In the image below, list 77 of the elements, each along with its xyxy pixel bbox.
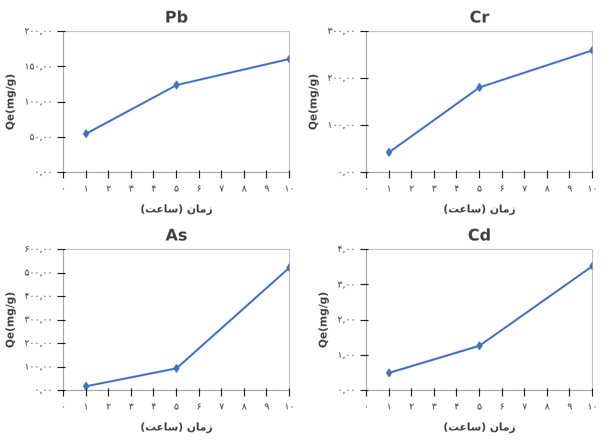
y-tick-label: ۱۰۰,۰۰ bbox=[24, 96, 53, 108]
x-tick-label: ۹ bbox=[264, 184, 270, 194]
y-tick-label: ۲۰۰,۰۰ bbox=[24, 338, 53, 349]
x-tick-label: ۰ bbox=[60, 184, 66, 194]
y-tick-label: ۵۰,۰۰ bbox=[29, 132, 53, 143]
x-tick-label: ۴ bbox=[151, 184, 156, 194]
x-tick-label: ۹ bbox=[567, 184, 572, 194]
chart-title: Cr bbox=[470, 8, 490, 26]
y-tick-label: ۰,۰۰ bbox=[338, 385, 356, 396]
y-axis-title: Qe(mg/g) bbox=[3, 292, 16, 348]
y-tick-label: ۰,۰۰ bbox=[338, 167, 356, 178]
x-tick-label: ۷ bbox=[522, 402, 528, 412]
y-tick-label: ۱۰۰,۰۰ bbox=[327, 120, 356, 131]
x-tick-label: ۳ bbox=[128, 184, 134, 194]
y-tick-label: ۳۰۰,۰۰ bbox=[24, 314, 53, 326]
chart-title: As bbox=[166, 226, 188, 244]
x-tick-label: ۸ bbox=[544, 184, 550, 194]
x-tick-label: ۷ bbox=[522, 184, 528, 194]
y-tick-label: ۴۰۰,۰۰ bbox=[24, 291, 53, 302]
x-tick-label: ۱۰ bbox=[587, 184, 598, 194]
x-tick-label: ۸ bbox=[242, 402, 247, 412]
x-tick-label: ۱۰ bbox=[284, 402, 295, 412]
x-tick-label: ۷ bbox=[219, 402, 224, 412]
y-tick-label: ۱,۰۰ bbox=[338, 350, 356, 361]
x-tick-label: ۱۰ bbox=[284, 184, 295, 194]
x-axis-title: زمان (ساعت) bbox=[443, 202, 516, 216]
x-tick-label: ۳ bbox=[128, 402, 134, 412]
y-tick-label: ۴,۰۰ bbox=[338, 244, 356, 255]
x-tick-label: ۳ bbox=[432, 402, 437, 412]
x-tick-label: ۰ bbox=[364, 402, 370, 412]
x-tick-label: ۴ bbox=[151, 402, 156, 412]
x-tick-label: ۴ bbox=[454, 184, 460, 194]
x-tick-label: ۱ bbox=[386, 184, 392, 194]
x-tick-label: ۹ bbox=[567, 402, 572, 412]
x-axis-title: زمان (ساعت) bbox=[443, 420, 516, 434]
x-tick-label: ۶ bbox=[500, 402, 505, 412]
y-tick-label: ۱۵۰,۰۰ bbox=[24, 61, 53, 72]
y-tick-label: ۵۰۰,۰۰ bbox=[24, 268, 53, 278]
x-tick-label: ۲ bbox=[106, 402, 112, 412]
y-axis-title: Qe(mg/g) bbox=[3, 74, 16, 130]
y-tick-label: ۳,۰۰ bbox=[338, 279, 356, 290]
x-tick-label: ۵ bbox=[174, 184, 180, 194]
x-tick-label: ۶ bbox=[500, 184, 505, 194]
y-tick-label: ۳۰۰,۰۰ bbox=[327, 26, 356, 37]
y-axis-title: Qe(mg/g) bbox=[306, 74, 320, 130]
x-tick-label: ۴ bbox=[454, 402, 460, 412]
x-tick-label: ۲ bbox=[409, 402, 414, 412]
x-tick-label: ۱ bbox=[386, 402, 392, 412]
y-tick-label: ۱۰۰,۰۰ bbox=[24, 362, 53, 372]
x-tick-label: ۰ bbox=[364, 184, 370, 194]
x-tick-label: ۵ bbox=[174, 402, 180, 412]
x-tick-label: ۸ bbox=[242, 184, 247, 194]
y-tick-label: ۲۰۰,۰۰ bbox=[24, 26, 53, 37]
x-tick-label: ۷ bbox=[219, 184, 224, 194]
y-axis-title: Qe(mg/g) bbox=[316, 292, 330, 348]
x-tick-label: ۰ bbox=[60, 402, 66, 412]
chart-title: Pb bbox=[164, 8, 188, 26]
x-tick-label: ۱ bbox=[84, 402, 89, 412]
x-tick-label: ۶ bbox=[196, 402, 202, 412]
x-tick-label: ۶ bbox=[196, 184, 202, 194]
x-tick-label: ۵ bbox=[476, 184, 482, 194]
x-axis-title: زمان (ساعت) bbox=[140, 420, 213, 434]
x-tick-label: ۹ bbox=[264, 402, 270, 412]
y-tick-label: ۰,۰۰ bbox=[34, 167, 53, 178]
y-tick-label: ۶۰۰,۰۰ bbox=[24, 244, 53, 255]
x-tick-label: ۱۰ bbox=[587, 402, 598, 412]
x-axis-title: زمان (ساعت) bbox=[140, 202, 213, 216]
chart-title: Cd bbox=[468, 226, 492, 244]
x-tick-label: ۳ bbox=[432, 184, 437, 194]
x-tick-label: ۱ bbox=[84, 184, 89, 194]
y-tick-label: ۰,۰۰ bbox=[34, 385, 53, 396]
y-tick-label: ۲,۰۰ bbox=[338, 314, 356, 326]
x-tick-label: ۵ bbox=[476, 402, 482, 412]
y-tick-label: ۲۰۰,۰۰ bbox=[327, 73, 356, 84]
x-tick-label: ۲ bbox=[106, 184, 112, 194]
x-tick-label: ۲ bbox=[409, 184, 414, 194]
x-tick-label: ۸ bbox=[544, 402, 550, 412]
